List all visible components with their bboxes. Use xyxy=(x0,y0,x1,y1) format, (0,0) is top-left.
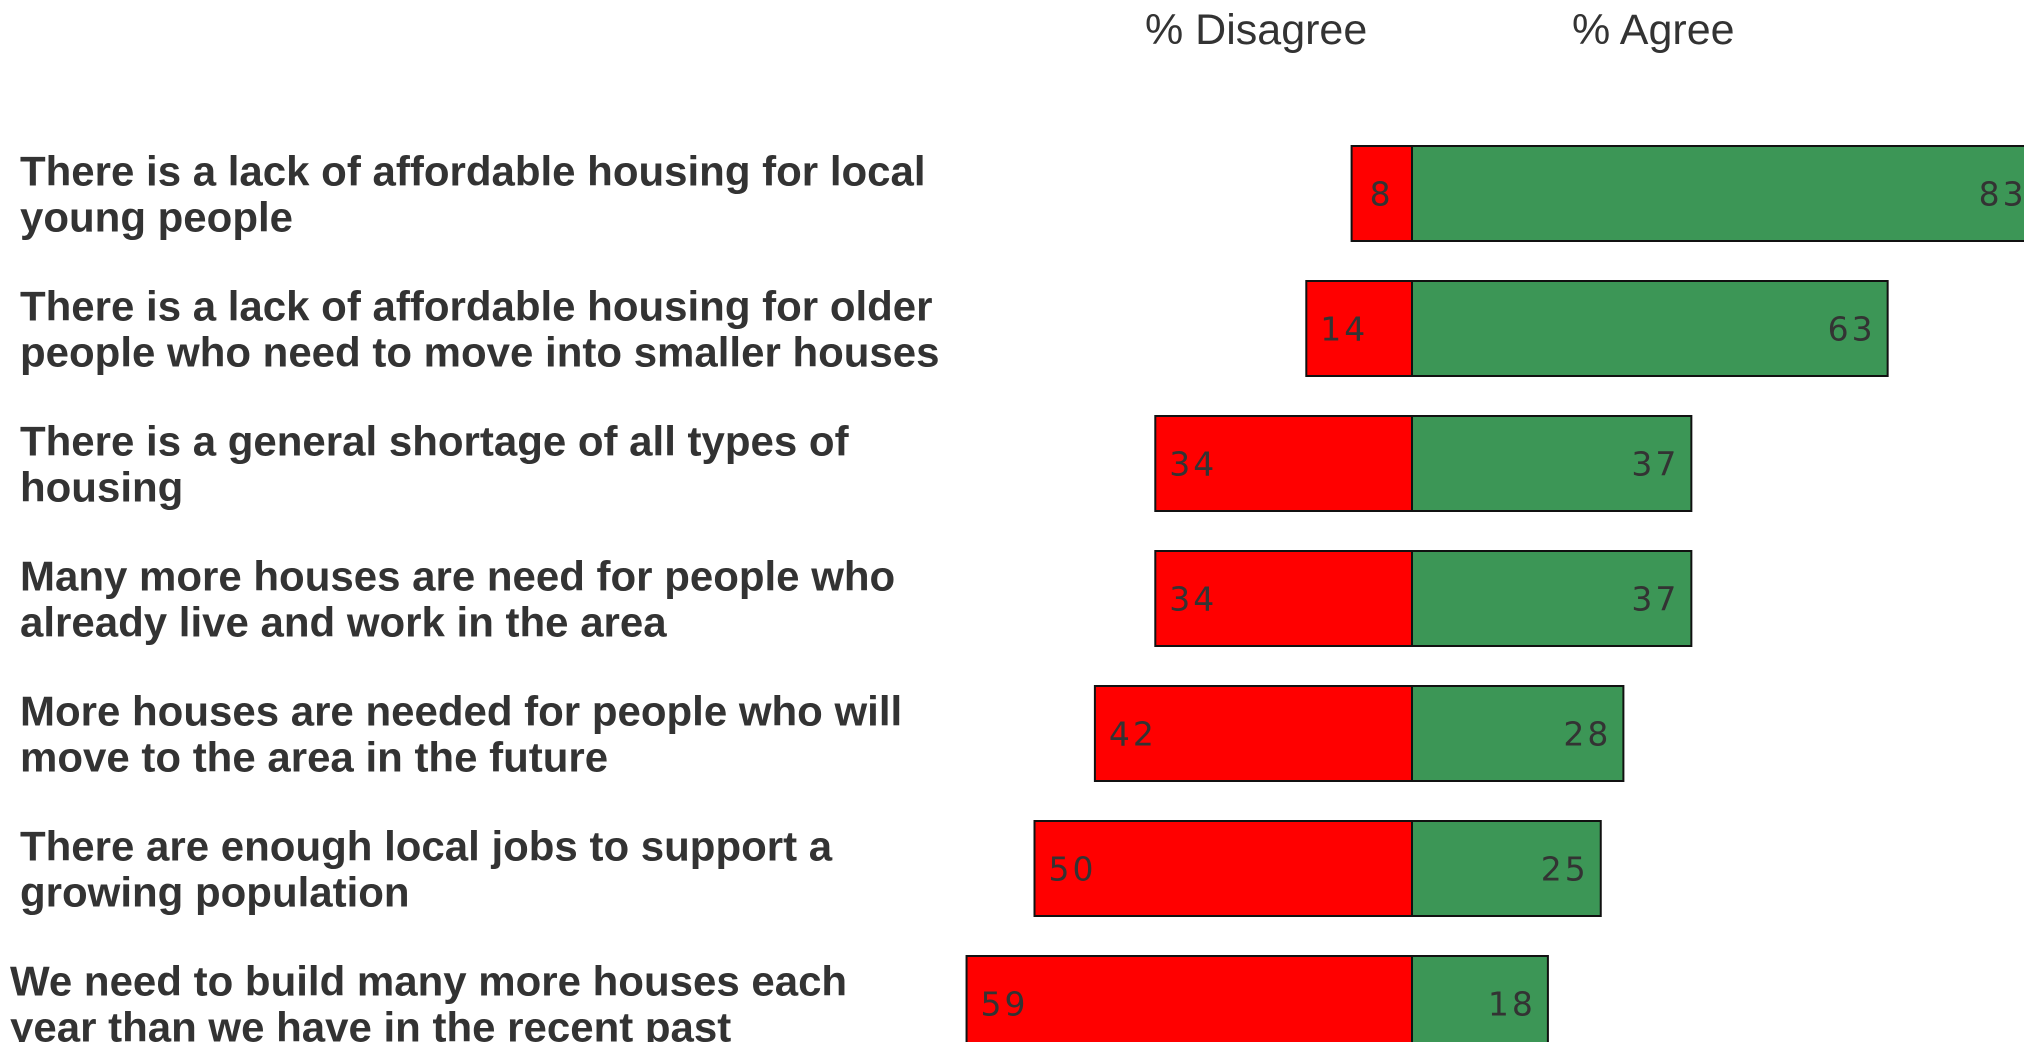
bar-agree-6 xyxy=(1411,820,1602,917)
bar-disagree-1 xyxy=(1350,145,1413,242)
category-label-line: move to the area in the future xyxy=(20,734,608,781)
bar-agree-7 xyxy=(1411,955,1549,1042)
category-label-3: There is a general shortage of all types… xyxy=(20,418,850,511)
bar-disagree-2 xyxy=(1305,280,1414,377)
category-label-5: More houses are needed for people who wi… xyxy=(20,688,902,781)
bar-agree-1 xyxy=(1411,145,2024,242)
category-label-line: There is a lack of affordable housing fo… xyxy=(20,148,926,195)
category-label-line: We need to build many more houses each xyxy=(10,958,847,1005)
bar-agree-5 xyxy=(1411,685,1625,782)
category-label-line: people who need to move into smaller hou… xyxy=(20,329,940,376)
value-labels: 8 83 14 63 34 37 34 37 42 28 50 25 59 18 xyxy=(981,175,2024,1024)
bar-agree-2 xyxy=(1411,280,1889,377)
value-label-agree-7: 18 xyxy=(1488,985,1536,1024)
value-label-disagree-6: 50 xyxy=(1049,850,1097,889)
value-label-agree-5: 28 xyxy=(1563,715,1611,754)
category-label-line: growing population xyxy=(20,869,410,916)
value-label-disagree-5: 42 xyxy=(1109,715,1157,754)
category-labels: There is a lack of affordable housing fo… xyxy=(10,148,940,1042)
value-label-disagree-7: 59 xyxy=(981,985,1029,1024)
bars xyxy=(965,145,2024,1042)
value-label-agree-2: 63 xyxy=(1828,310,1876,349)
category-label-2: There is a lack of affordable housing fo… xyxy=(20,283,940,376)
category-label-line: housing xyxy=(20,464,183,511)
value-label-disagree-1: 8 xyxy=(1370,175,1394,214)
bar-disagree-6 xyxy=(1033,820,1413,917)
category-label-1: There is a lack of affordable housing fo… xyxy=(20,148,926,241)
legend: % Disagree % Agree xyxy=(1145,6,1735,54)
legend-agree: % Agree xyxy=(1572,6,1735,54)
category-label-line: More houses are needed for people who wi… xyxy=(20,688,902,735)
category-label-line: year than we have in the recent past xyxy=(10,1004,731,1042)
category-label-4: Many more houses are need for people who… xyxy=(20,553,895,646)
legend-disagree: % Disagree xyxy=(1145,6,1367,54)
category-label-line: There is a lack of affordable housing fo… xyxy=(20,283,933,330)
category-label-7: We need to build many more houses each ye… xyxy=(10,958,847,1042)
value-label-agree-3: 37 xyxy=(1631,445,1679,484)
value-label-disagree-4: 34 xyxy=(1169,580,1217,619)
value-label-agree-4: 37 xyxy=(1631,580,1679,619)
value-label-agree-1: 83 xyxy=(1979,175,2024,214)
category-label-6: There are enough local jobs to support a… xyxy=(20,823,833,916)
value-label-agree-6: 25 xyxy=(1541,850,1589,889)
bar-agree-3 xyxy=(1411,415,1693,512)
value-label-disagree-2: 14 xyxy=(1320,310,1368,349)
category-label-line: There are enough local jobs to support a xyxy=(20,823,833,870)
category-label-line: Many more houses are need for people who xyxy=(20,553,895,600)
bar-disagree-5 xyxy=(1093,685,1414,782)
bar-agree-4 xyxy=(1411,550,1693,647)
category-label-line: young people xyxy=(20,194,293,241)
bar-disagree-7 xyxy=(965,955,1413,1042)
category-label-line: already live and work in the area xyxy=(20,599,667,646)
value-label-disagree-3: 34 xyxy=(1169,445,1217,484)
category-label-line: There is a general shortage of all types… xyxy=(20,418,850,465)
bar-disagree-3 xyxy=(1154,415,1414,512)
bar-disagree-4 xyxy=(1154,550,1414,647)
